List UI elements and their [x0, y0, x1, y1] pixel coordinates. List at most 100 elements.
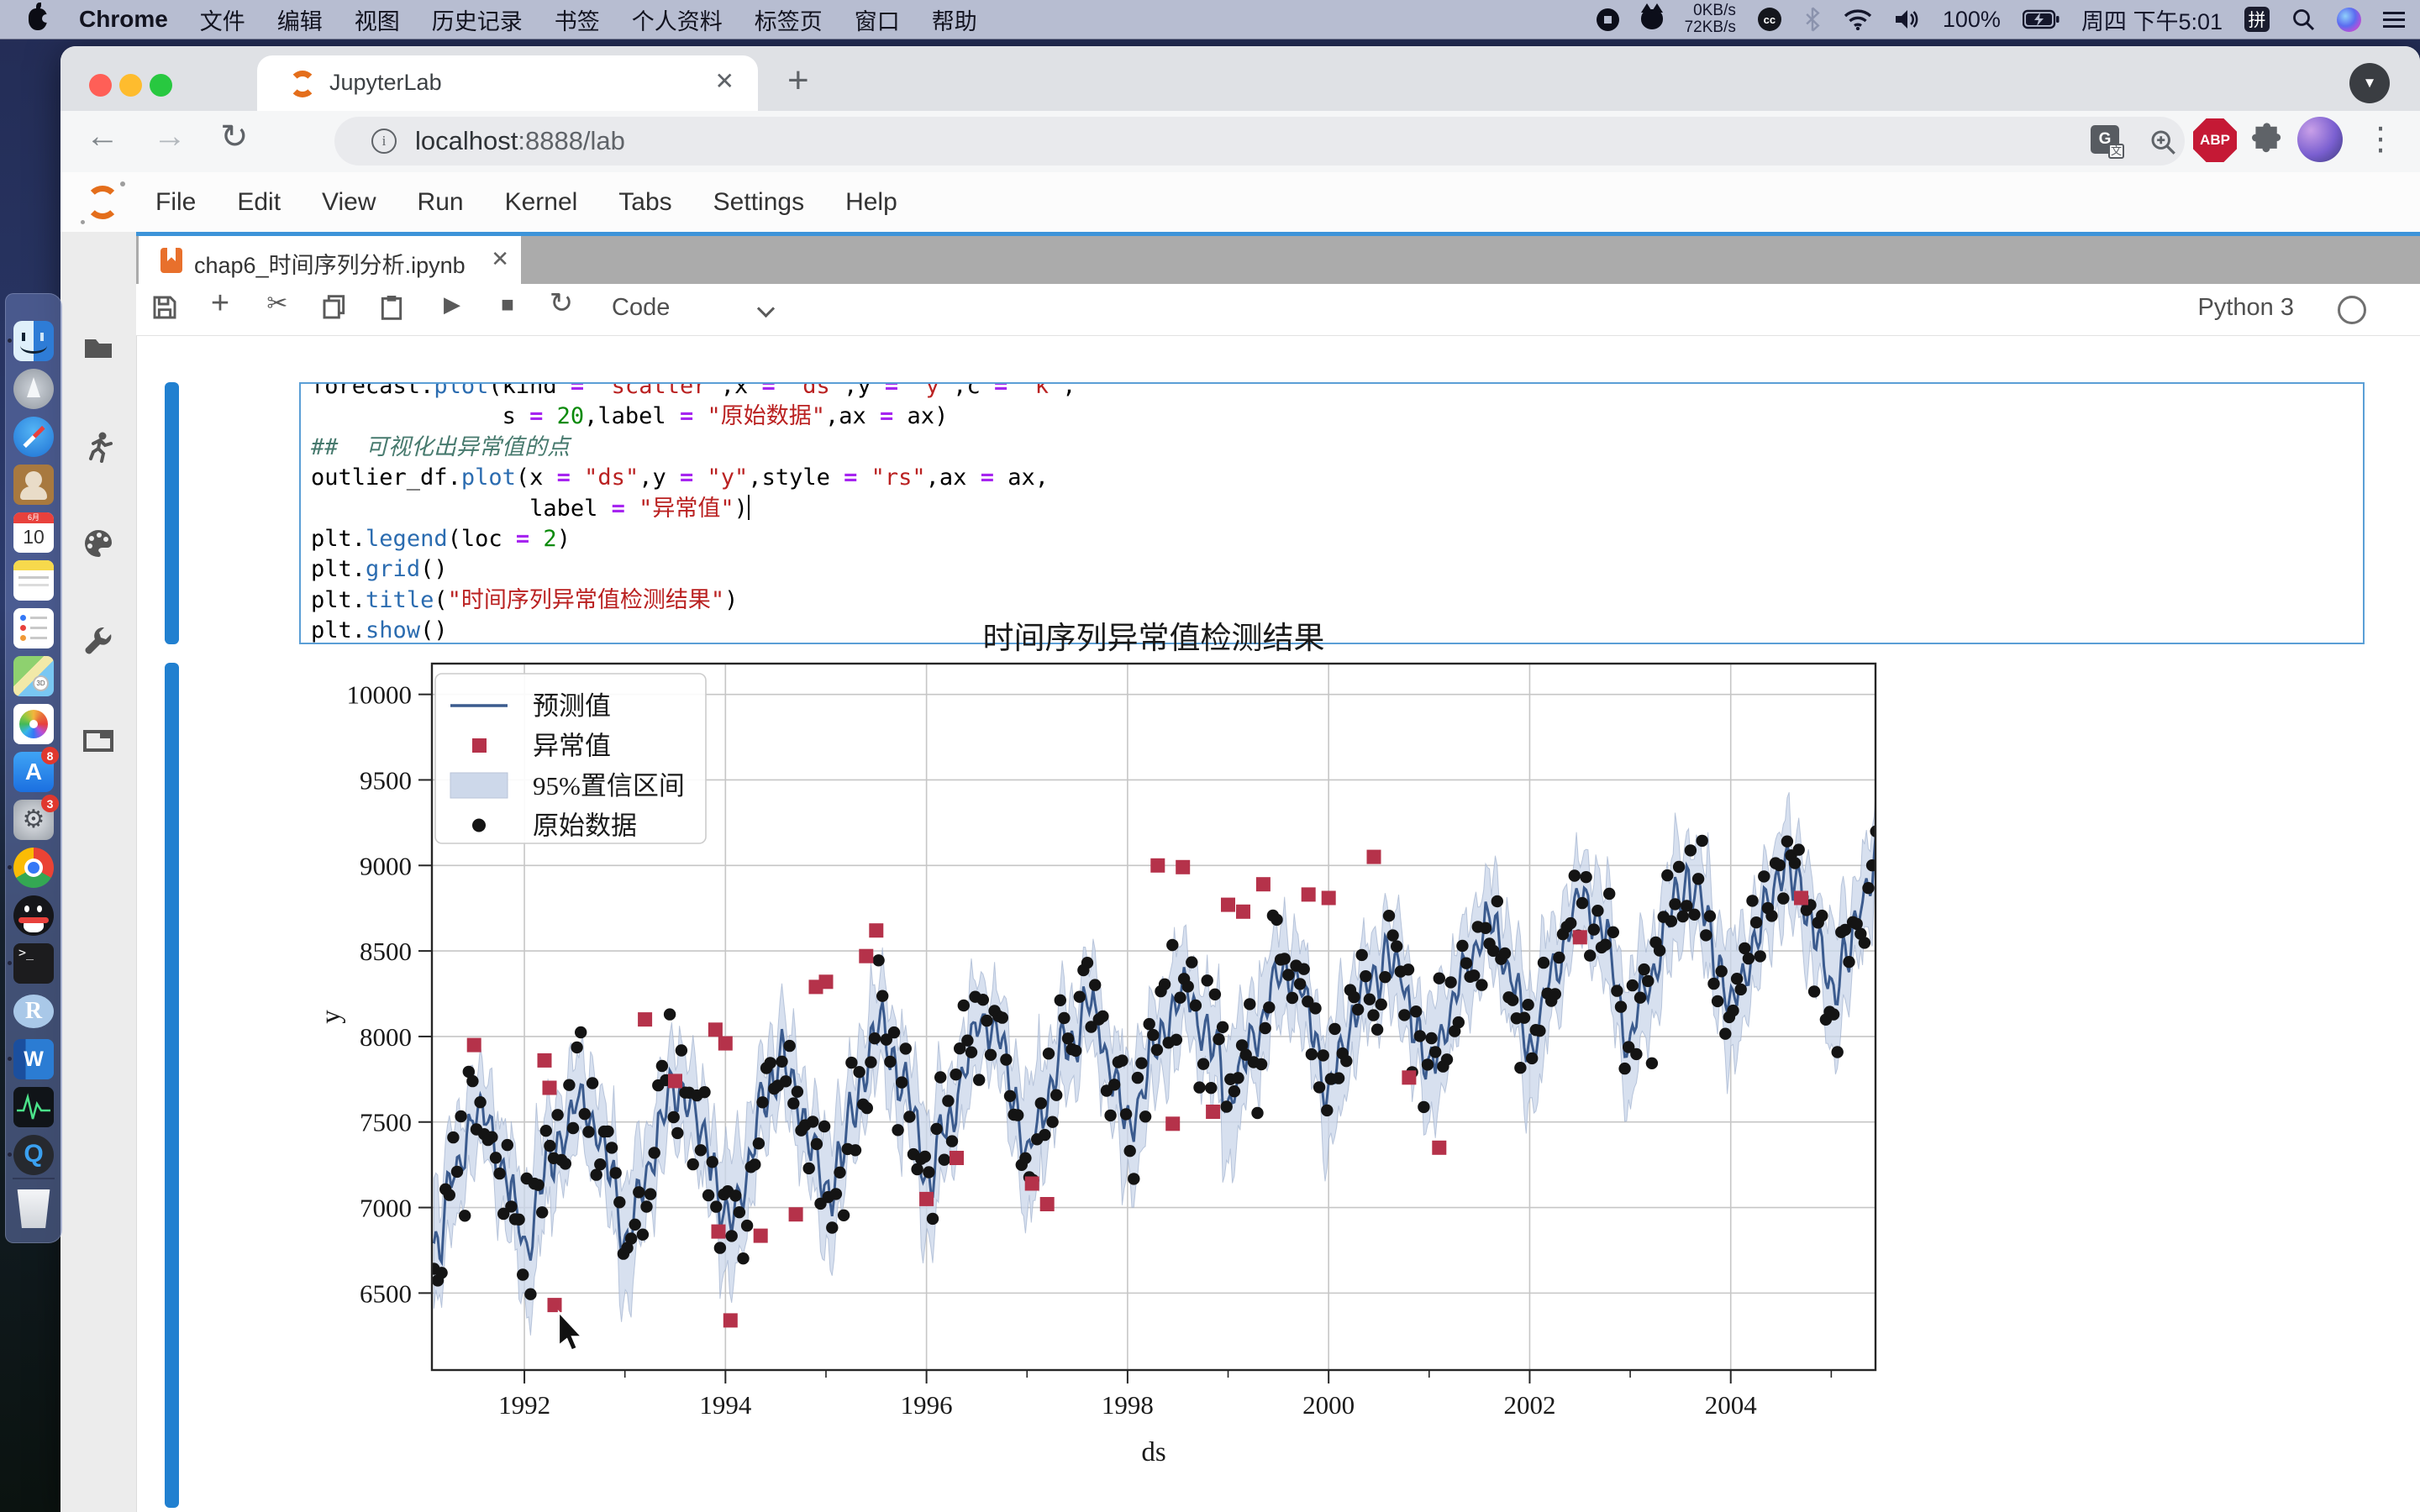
back-button[interactable]: ← — [86, 118, 119, 155]
site-info-icon[interactable]: i — [371, 129, 397, 154]
notebook-tab-close-icon[interactable]: ✕ — [491, 246, 509, 271]
spotlight-search-icon[interactable] — [2291, 8, 2315, 31]
window-zoom-button[interactable] — [150, 74, 172, 97]
jupyterlab-menu-tabs[interactable]: Tabs — [618, 187, 672, 216]
code-line[interactable]: plt.title("时间序列异常值检测结果") — [311, 586, 739, 613]
cell-type-chevron-icon[interactable] — [756, 299, 776, 318]
menubar-item[interactable]: 编辑 — [276, 8, 323, 34]
browser-tab[interactable]: JupyterLab ✕ — [257, 55, 758, 111]
code-line[interactable]: plt.legend(loc = 2) — [311, 526, 571, 553]
apple-menu-icon[interactable] — [29, 3, 50, 30]
dock-r[interactable]: R — [13, 991, 54, 1032]
menubar-item[interactable]: 窗口 — [854, 8, 900, 34]
cut-cells-icon[interactable]: ✂ — [266, 290, 288, 318]
jupyterlab-menu-edit[interactable]: Edit — [237, 187, 281, 216]
tab-search-button[interactable]: ▼ — [2349, 63, 2390, 103]
sidebar-tabs-icon[interactable] — [82, 724, 115, 758]
code-cell-collapser[interactable] — [165, 382, 179, 644]
dock-trash[interactable] — [13, 1189, 54, 1230]
menubar-item[interactable]: 个人资料 — [631, 8, 723, 34]
stop-kernel-icon[interactable]: ■ — [501, 291, 514, 317]
dock-word[interactable]: W — [8, 1039, 54, 1079]
profile-avatar[interactable] — [2297, 117, 2343, 162]
siri-icon[interactable] — [2337, 7, 2361, 32]
code-line[interactable]: label = "异常值") — [311, 494, 2363, 524]
code-line[interactable]: plt.show() — [311, 617, 448, 644]
menubar-item[interactable]: 标签页 — [754, 8, 823, 34]
cat-app-icon[interactable] — [1640, 3, 1663, 29]
code-line[interactable]: plt.grid() — [311, 556, 448, 583]
sidebar-wrench-icon[interactable] — [82, 624, 115, 658]
code-line[interactable]: outlier_df.plot(x = "ds",y = "y",style =… — [311, 465, 1049, 491]
dock-calendar[interactable]: 6月 10 — [13, 512, 54, 553]
jupyterlab-menu-view[interactable]: View — [322, 187, 376, 216]
menubar-app-name[interactable]: Chrome — [79, 6, 168, 32]
dock-qq[interactable] — [13, 895, 54, 936]
code-cell[interactable]: forecast.plot(kind = "scatter",x = "ds",… — [299, 382, 2365, 644]
dock-safari[interactable] — [13, 417, 54, 457]
window-close-button[interactable] — [89, 74, 112, 97]
dock-reminders[interactable] — [13, 608, 54, 648]
creative-cloud-icon[interactable]: cc — [1757, 8, 1781, 31]
restart-kernel-icon[interactable]: ↻ — [549, 287, 574, 319]
wifi-icon[interactable] — [1844, 8, 1872, 30]
zoom-icon[interactable] — [2149, 129, 2176, 155]
jupyterlab-menu-help[interactable]: Help — [845, 187, 897, 216]
forward-button[interactable]: → — [153, 118, 187, 155]
url-bar[interactable]: i localhost:8888/lab G ☆ — [334, 117, 2233, 165]
network-speed: 0KB/s 72KB/s — [1684, 2, 1736, 36]
reload-button[interactable]: ↻ — [220, 118, 249, 155]
copy-cells-icon[interactable] — [318, 294, 351, 321]
dock-notes[interactable] — [13, 560, 54, 601]
menubar-item[interactable]: 帮助 — [931, 8, 977, 34]
tab-close-icon[interactable]: ✕ — [714, 68, 734, 94]
dock-terminal[interactable]: >_ — [8, 943, 54, 984]
menubar-item[interactable]: 视图 — [354, 8, 400, 34]
adblock-extension-icon[interactable]: ABP — [2193, 118, 2237, 162]
browser-menu-icon[interactable]: ⋮ — [2365, 122, 2396, 157]
jupyterlab-menu-settings[interactable]: Settings — [713, 187, 805, 216]
url-text[interactable]: localhost:8888/lab — [415, 126, 625, 155]
output-cell-collapser[interactable] — [165, 663, 179, 1508]
screen-record-icon[interactable] — [1596, 8, 1619, 31]
input-method-icon[interactable]: 拼 — [2244, 7, 2270, 32]
paste-cells-icon[interactable] — [375, 294, 408, 321]
jupyterlab-menu-run[interactable]: Run — [417, 187, 464, 216]
cell-type-dropdown[interactable]: Code — [612, 294, 671, 321]
save-icon[interactable] — [148, 294, 182, 321]
dock-quicktime[interactable]: Q — [8, 1135, 54, 1175]
jupyterlab-menu-kernel[interactable]: Kernel — [504, 187, 578, 216]
code-line[interactable]: forecast.plot(kind = "scatter",x = "ds",… — [311, 382, 1076, 399]
menubar-item[interactable]: 书签 — [554, 8, 600, 34]
code-line[interactable]: s = 20,label = "原始数据",ax = ax) — [502, 403, 949, 430]
dock-chrome[interactable] — [8, 848, 54, 888]
volume-icon[interactable] — [1894, 8, 1921, 31]
translate-icon[interactable]: G — [2091, 125, 2124, 159]
window-minimize-button[interactable] — [119, 74, 142, 97]
bluetooth-icon[interactable] — [1803, 7, 1822, 32]
dock-contacts[interactable] — [13, 465, 54, 505]
notification-center-icon[interactable] — [2383, 11, 2405, 28]
dock-maps[interactable]: 3D — [13, 656, 54, 696]
run-cell-icon[interactable]: ▶ — [444, 291, 460, 317]
extensions-puzzle-icon[interactable] — [2249, 122, 2287, 160]
dock-launchpad[interactable] — [13, 369, 54, 409]
dock-photos[interactable] — [13, 704, 54, 744]
dock-activity-monitor[interactable] — [13, 1087, 54, 1127]
kernel-name[interactable]: Python 3 — [2197, 294, 2294, 321]
dock-system-preferences[interactable]: ⚙ 3 — [13, 795, 59, 840]
jupyterlab-menu-file[interactable]: File — [155, 187, 197, 216]
add-cell-icon[interactable]: + — [210, 286, 230, 321]
clock[interactable]: 周四 下午5:01 — [2081, 8, 2223, 34]
sidebar-running-sessions-icon[interactable] — [82, 430, 115, 464]
dock-finder[interactable] — [8, 321, 54, 361]
code-line[interactable]: ## 可视化出异常值的点 — [311, 433, 571, 460]
sidebar-palette-icon[interactable] — [82, 527, 115, 560]
kernel-status-icon[interactable] — [2338, 296, 2366, 324]
notebook-tab[interactable]: chap6_时间序列分析.ipynb ✕ — [139, 236, 521, 284]
sidebar-folder-icon[interactable] — [82, 331, 115, 365]
menubar-item[interactable]: 文件 — [199, 8, 245, 34]
new-tab-button[interactable]: + — [787, 60, 809, 101]
menubar-item[interactable]: 历史记录 — [431, 8, 523, 34]
